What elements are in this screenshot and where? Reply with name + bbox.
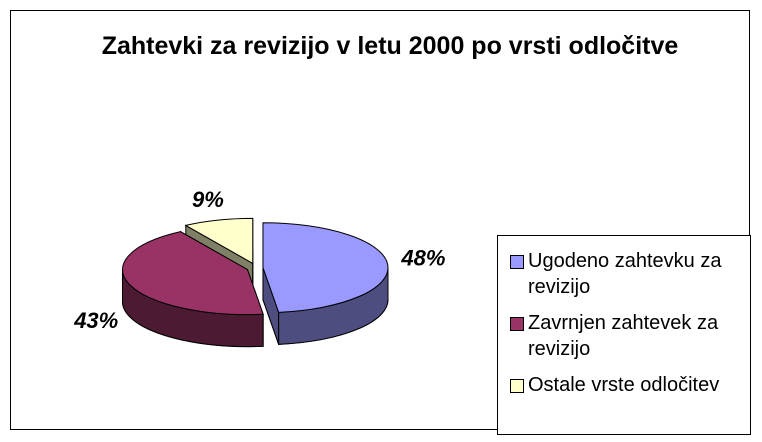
legend-item: Zavrnjen zahtevek za revizijo [510, 310, 744, 362]
legend-label: Zavrnjen zahtevek za revizijo [528, 312, 719, 360]
legend-item: Ostale vrste odločitev [510, 372, 744, 398]
data-label: 43% [73, 308, 118, 333]
legend-label: Ostale vrste odločitev [528, 374, 720, 396]
chart-title: Zahtevki za revizijo v letu 2000 po vrst… [101, 32, 679, 60]
legend: Ugodeno zahtevku za revizijo Zavrnjen zah… [497, 235, 751, 435]
legend-swatch [510, 379, 524, 393]
pie-slice [121, 231, 264, 316]
legend-swatch [510, 317, 524, 331]
pie-slice [184, 217, 254, 265]
legend-label: Ugodeno zahtevku za revizijo [528, 250, 722, 298]
legend-item: Ugodeno zahtevku za revizijo [510, 248, 744, 300]
data-label: 9% [192, 187, 224, 212]
data-label: 48% [400, 246, 445, 271]
chart-frame [10, 10, 750, 430]
pie-slice [262, 222, 389, 313]
legend-swatch [510, 255, 524, 269]
